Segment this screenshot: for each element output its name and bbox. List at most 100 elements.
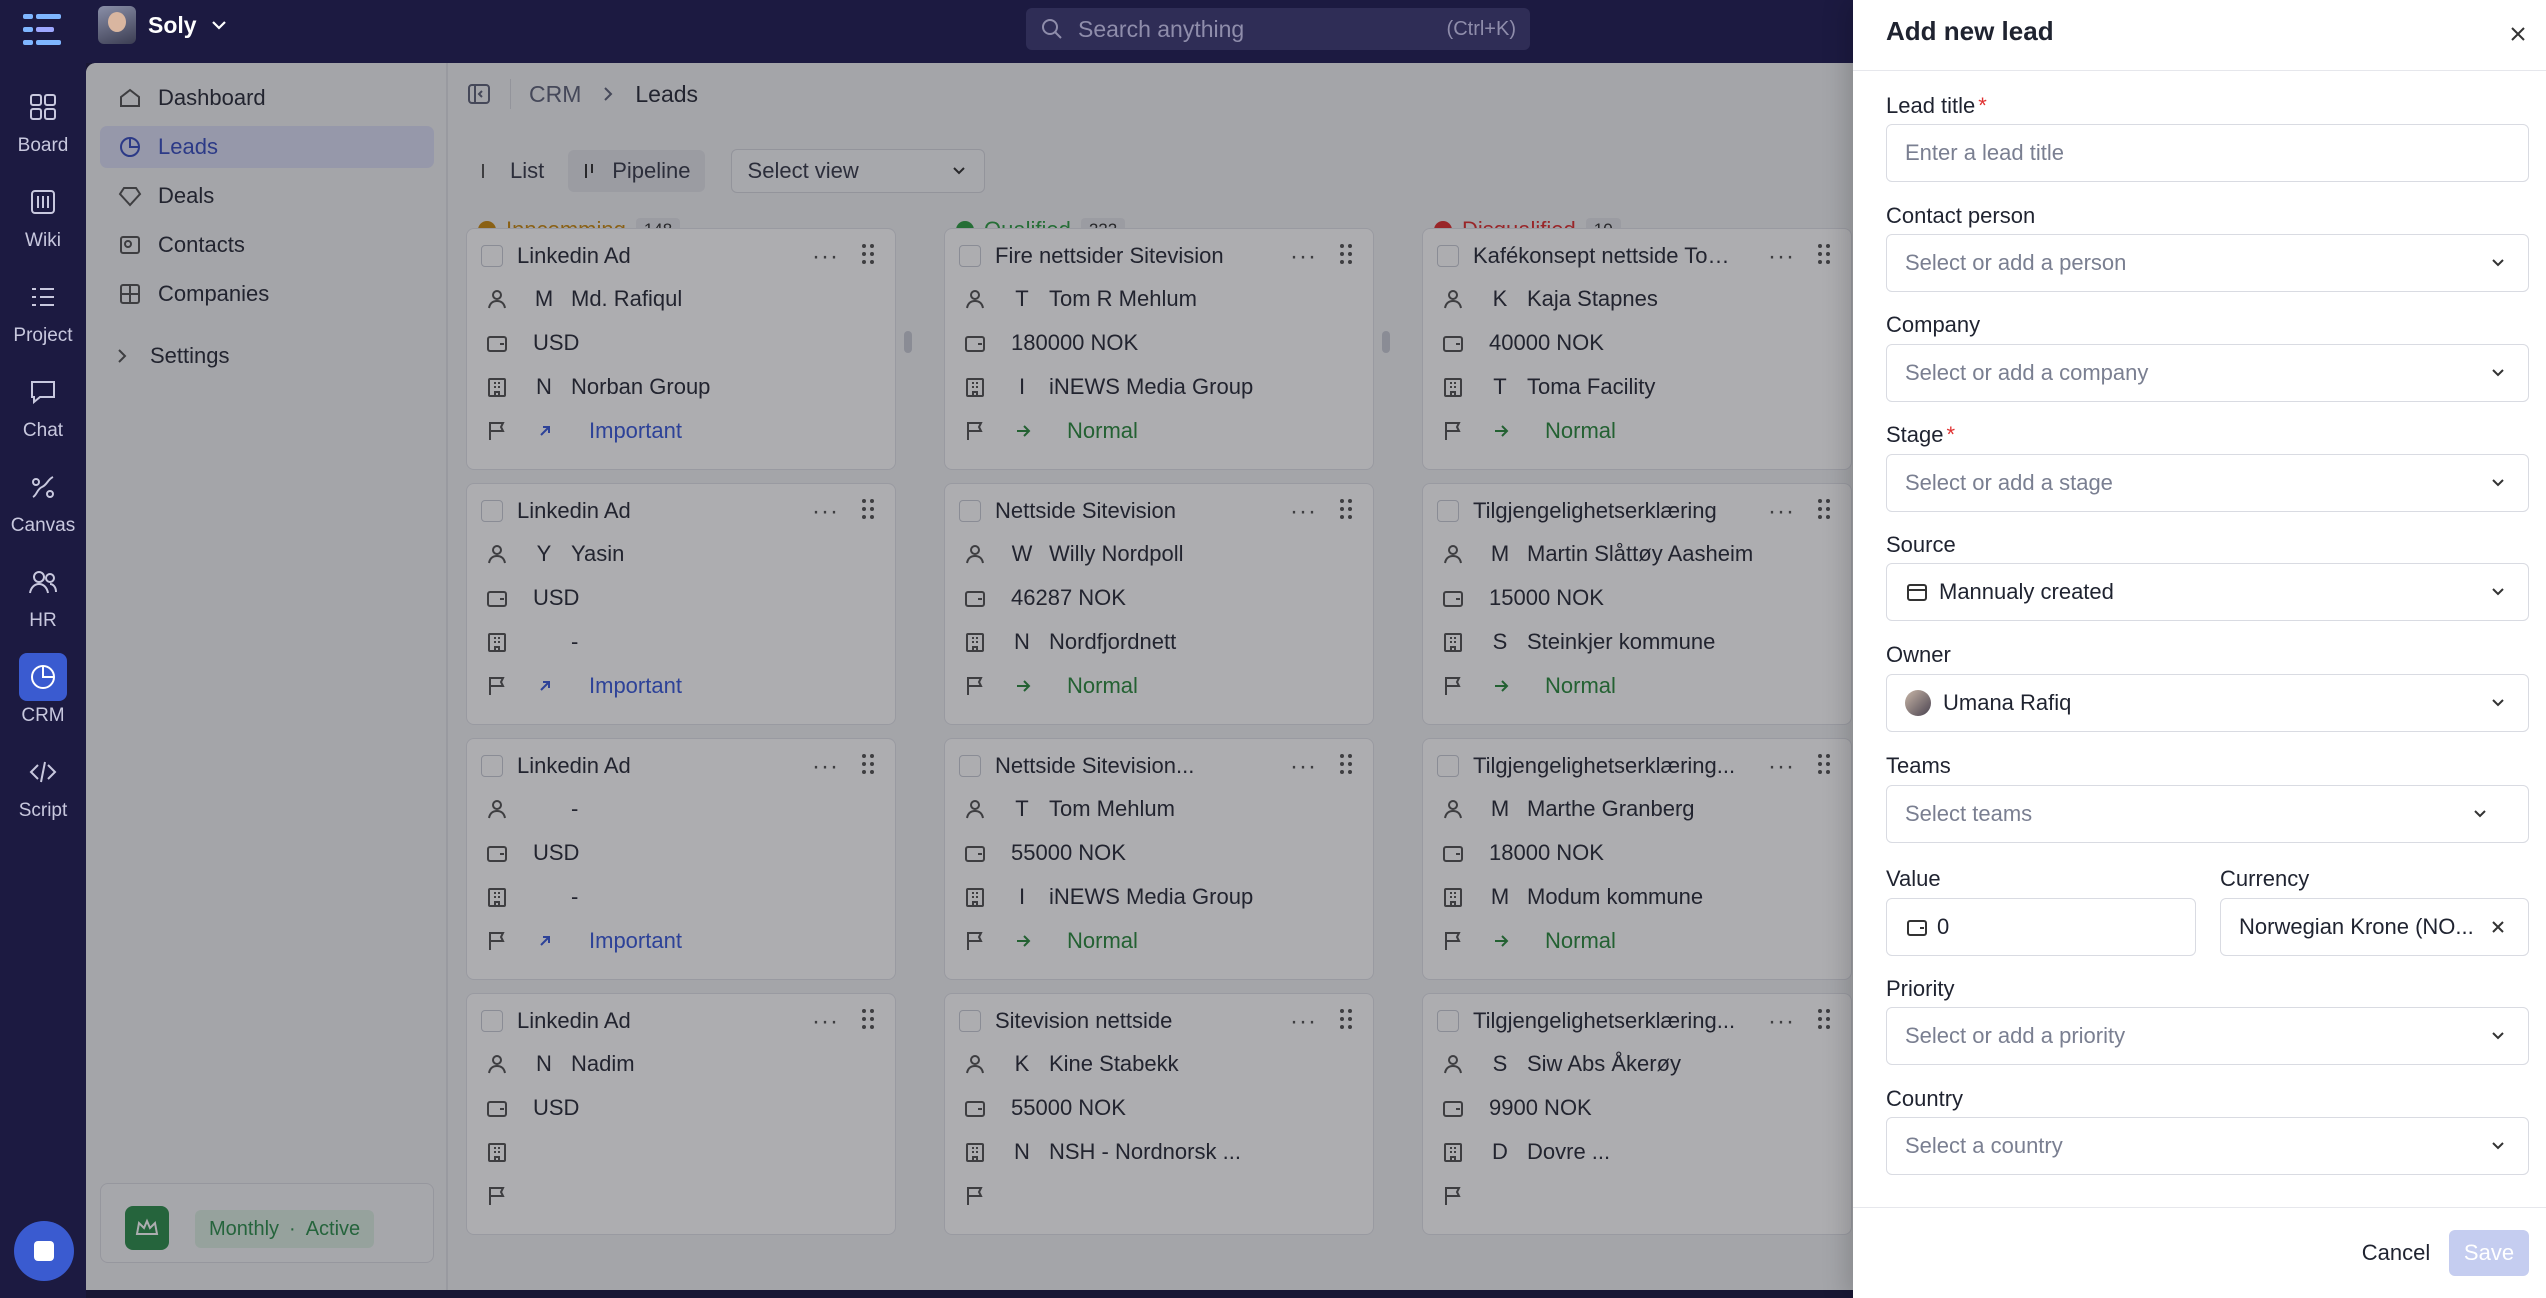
- card-checkbox[interactable]: [481, 1010, 503, 1032]
- person-icon: [963, 542, 987, 566]
- breadcrumb-root[interactable]: CRM: [529, 80, 582, 107]
- priority-text: Normal: [1545, 673, 1616, 698]
- support-chat-button[interactable]: [14, 1221, 74, 1281]
- card-checkbox[interactable]: [481, 245, 503, 267]
- tab-pipeline[interactable]: Pipeline: [568, 150, 705, 192]
- drag-handle-icon[interactable]: [859, 496, 877, 522]
- crm-icon: [19, 653, 67, 701]
- more-options-icon[interactable]: ···: [812, 753, 839, 780]
- column-scrollbar[interactable]: [1382, 331, 1390, 353]
- source-select[interactable]: Mannualy created: [1886, 563, 2529, 621]
- chevron-down-icon: [2486, 1024, 2510, 1048]
- drag-handle-icon[interactable]: [1337, 751, 1355, 777]
- stage-select[interactable]: Select or add a stage: [1886, 454, 2529, 512]
- rail-item-chat[interactable]: Chat: [0, 368, 86, 448]
- drag-handle-icon[interactable]: [1815, 1006, 1833, 1032]
- lead-card[interactable]: Kaféko­nsept nettside Tom... ··· K Kaja Sta…: [1422, 228, 1852, 470]
- more-options-icon[interactable]: ···: [1768, 498, 1795, 525]
- drag-handle-icon[interactable]: [1337, 496, 1355, 522]
- app-menu-icon[interactable]: [20, 8, 64, 52]
- more-options-icon[interactable]: ···: [1290, 753, 1317, 780]
- card-checkbox[interactable]: [959, 500, 981, 522]
- drag-handle-icon[interactable]: [859, 751, 877, 777]
- sidebar-item-settings[interactable]: Settings: [100, 335, 434, 377]
- sidebar-item-deals[interactable]: Deals: [100, 175, 434, 217]
- rail-item-board[interactable]: Board: [0, 83, 86, 163]
- card-checkbox[interactable]: [1437, 1010, 1459, 1032]
- lead-card[interactable]: Linkedin Ad ··· M Md. Rafiqul USD N Norban Gro…: [466, 228, 896, 470]
- more-options-icon[interactable]: ···: [812, 243, 839, 270]
- user-menu[interactable]: Soly: [98, 6, 229, 44]
- country-select[interactable]: Select a country: [1886, 1117, 2529, 1175]
- owner-select[interactable]: Umana Rafiq: [1886, 674, 2529, 732]
- value-input[interactable]: 0: [1886, 898, 2196, 956]
- avatar: [98, 6, 136, 44]
- search-placeholder: Search anything: [1078, 15, 1245, 42]
- priority-select[interactable]: Select or add a priority: [1886, 1007, 2529, 1065]
- drag-handle-icon[interactable]: [859, 241, 877, 267]
- sidebar-item-companies[interactable]: Companies: [100, 273, 434, 315]
- collapse-sidebar-icon[interactable]: [466, 81, 492, 107]
- more-options-icon[interactable]: ···: [1290, 498, 1317, 525]
- rail-item-script[interactable]: Script: [0, 748, 86, 828]
- drag-handle-icon[interactable]: [1337, 1006, 1355, 1032]
- plan-card[interactable]: Monthly · Active: [100, 1183, 434, 1263]
- arrow-right-icon: [1011, 674, 1035, 698]
- owner-value: Umana Rafiq: [1943, 690, 2072, 715]
- card-checkbox[interactable]: [481, 755, 503, 777]
- cancel-button[interactable]: Cancel: [2361, 1240, 2431, 1265]
- rail-item-canvas[interactable]: Canvas: [0, 463, 86, 543]
- company-initial: D: [1492, 1139, 1508, 1164]
- teams-select[interactable]: Select teams: [1886, 785, 2529, 843]
- lead-card[interactable]: Linkedin Ad ··· - USD - Important: [466, 738, 896, 980]
- sidebar-item-leads[interactable]: Leads: [100, 126, 434, 168]
- card-checkbox[interactable]: [959, 755, 981, 777]
- clear-icon[interactable]: [2486, 915, 2510, 939]
- lead-card[interactable]: Nettside Sitevision... ··· T Tom Mehlum 5500…: [944, 738, 1374, 980]
- flag-icon: [963, 1184, 987, 1208]
- rail-item-crm[interactable]: CRM: [0, 653, 86, 733]
- lead-card[interactable]: Linkedin Ad ··· Y Yasin USD - Important: [466, 483, 896, 725]
- more-options-icon[interactable]: ···: [1768, 1008, 1795, 1035]
- more-options-icon[interactable]: ···: [812, 498, 839, 525]
- drag-handle-icon[interactable]: [1815, 751, 1833, 777]
- lead-card[interactable]: Tilgjengelighetserklæring... ··· S Siw Abs …: [1422, 993, 1852, 1235]
- lead-card[interactable]: Nettside Sitevision ··· W Willy Nordpoll 462…: [944, 483, 1374, 725]
- card-checkbox[interactable]: [481, 500, 503, 522]
- close-icon[interactable]: [2502, 18, 2534, 50]
- lead-title-input[interactable]: Enter a lead title: [1886, 124, 2529, 182]
- contact-person-select[interactable]: Select or add a person: [1886, 234, 2529, 292]
- flag-icon: [963, 929, 987, 953]
- more-options-icon[interactable]: ···: [1768, 753, 1795, 780]
- drag-handle-icon[interactable]: [859, 1006, 877, 1032]
- more-options-icon[interactable]: ···: [1290, 1008, 1317, 1035]
- save-button[interactable]: Save: [2449, 1230, 2529, 1276]
- lead-card[interactable]: Tilgjengelighetserklæring ··· M Martin Slåt…: [1422, 483, 1852, 725]
- lead-card[interactable]: Tilgjengelighetserklæring... ··· M Marthe G…: [1422, 738, 1852, 980]
- sidebar-item-contacts[interactable]: Contacts: [100, 224, 434, 266]
- rail-item-project[interactable]: Project: [0, 273, 86, 353]
- lead-card[interactable]: Linkedin Ad ··· N Nadim USD: [466, 993, 896, 1235]
- more-options-icon[interactable]: ···: [1768, 243, 1795, 270]
- drag-handle-icon[interactable]: [1337, 241, 1355, 267]
- company-select[interactable]: Select or add a company: [1886, 344, 2529, 402]
- currency-select[interactable]: Norwegian Krone (NO...: [2220, 898, 2529, 956]
- more-options-icon[interactable]: ···: [812, 1008, 839, 1035]
- lead-card[interactable]: Sitevision nettside ··· K Kine Stabekk 55000…: [944, 993, 1374, 1235]
- card-checkbox[interactable]: [1437, 500, 1459, 522]
- card-checkbox[interactable]: [959, 1010, 981, 1032]
- drag-handle-icon[interactable]: [1815, 496, 1833, 522]
- rail-item-wiki[interactable]: Wiki: [0, 178, 86, 258]
- tab-list[interactable]: List: [466, 150, 558, 192]
- select-view-dropdown[interactable]: Select view: [730, 149, 985, 193]
- card-checkbox[interactable]: [1437, 755, 1459, 777]
- drag-handle-icon[interactable]: [1815, 241, 1833, 267]
- search-input[interactable]: Search anything (Ctrl+K): [1026, 8, 1530, 50]
- card-checkbox[interactable]: [1437, 245, 1459, 267]
- lead-card[interactable]: Fire nettsider Sitevision ··· T Tom R Mehlu…: [944, 228, 1374, 470]
- rail-item-hr[interactable]: HR: [0, 558, 86, 638]
- card-checkbox[interactable]: [959, 245, 981, 267]
- sidebar-item-dashboard[interactable]: Dashboard: [100, 77, 434, 119]
- column-scrollbar[interactable]: [904, 331, 912, 353]
- more-options-icon[interactable]: ···: [1290, 243, 1317, 270]
